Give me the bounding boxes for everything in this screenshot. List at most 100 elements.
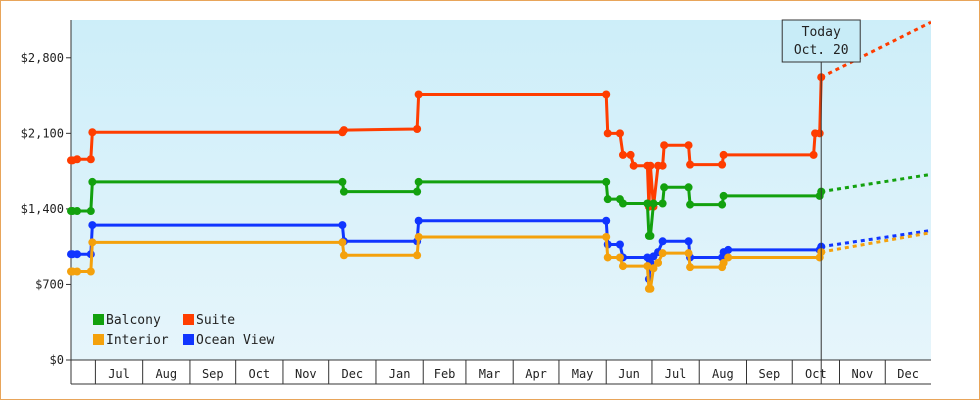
- series-point: [73, 250, 82, 259]
- series-point: [654, 258, 663, 267]
- series-forecast-line: [820, 231, 931, 254]
- x-tick-label: May: [572, 367, 594, 381]
- series-line: [71, 235, 823, 291]
- series-point: [809, 150, 818, 159]
- legend-swatch: [93, 314, 104, 325]
- series-point: [618, 199, 627, 208]
- series-point: [615, 129, 624, 138]
- series-point: [618, 262, 627, 271]
- legend-label: Suite: [196, 313, 235, 328]
- series-point: [626, 150, 635, 159]
- series-point: [684, 249, 693, 258]
- series-forecast-line: [820, 172, 931, 194]
- series-point: [719, 150, 728, 159]
- y-tick-label: $700: [35, 277, 64, 291]
- series-point: [414, 177, 423, 186]
- series-point: [658, 237, 667, 246]
- legend: Balcony Suite Interior Ocean View: [93, 313, 274, 348]
- y-tick-label: $1,400: [21, 202, 64, 216]
- series-point: [643, 199, 652, 208]
- series-point: [658, 249, 667, 258]
- series-point: [602, 216, 611, 225]
- series-point: [338, 221, 347, 230]
- series-point: [724, 245, 733, 254]
- series-point: [88, 238, 97, 247]
- y-tick-label: $2,100: [21, 126, 64, 140]
- series-point: [603, 129, 612, 138]
- series-point: [414, 232, 423, 241]
- x-tick-label: Jul: [108, 367, 130, 381]
- series-point: [88, 128, 97, 137]
- series-point: [414, 216, 423, 225]
- series-point: [86, 207, 95, 216]
- axes: $0 $700 $1,400 $2,100 $2,800 Jul Aug Sep Oct Nov D…: [21, 20, 931, 385]
- x-tick-label: Nov: [295, 367, 317, 381]
- series-point: [649, 199, 658, 208]
- legend-swatch: [183, 334, 194, 345]
- series-forecast-line: [820, 228, 931, 249]
- x-tick-label: Aug: [712, 367, 734, 381]
- series-point: [339, 126, 348, 135]
- series-point: [88, 221, 97, 230]
- legend-label: Ocean View: [196, 333, 274, 348]
- series-point: [603, 253, 612, 262]
- series-balcony: [67, 172, 931, 240]
- series-point: [618, 150, 627, 159]
- series-point: [646, 284, 655, 293]
- series-point: [658, 161, 667, 170]
- series-point: [602, 232, 611, 241]
- x-tick-label: Mar: [479, 367, 501, 381]
- today-box: [781, 19, 861, 63]
- series-point: [718, 160, 727, 169]
- series-point: [603, 195, 612, 204]
- x-tick-label: Nov: [852, 367, 874, 381]
- x-tick-label: Oct: [248, 367, 270, 381]
- series-point: [615, 253, 624, 262]
- series-point: [684, 237, 693, 246]
- x-tick-label: Sep: [759, 367, 781, 381]
- series-point: [660, 141, 669, 150]
- x-tick-label: Dec: [897, 367, 919, 381]
- series-suite: [67, 20, 931, 211]
- today-label: Today: [802, 25, 841, 40]
- series-point: [718, 200, 727, 209]
- x-tick-label: Oct: [805, 367, 827, 381]
- series-point: [338, 177, 347, 186]
- series-point: [73, 155, 82, 164]
- x-tick-label: Jul: [665, 367, 687, 381]
- series-point: [339, 187, 348, 196]
- series-point: [339, 251, 348, 260]
- series-point: [413, 125, 422, 134]
- y-tick-label: $2,800: [21, 51, 64, 65]
- series-point: [615, 240, 624, 249]
- series-point: [414, 90, 423, 99]
- series-point: [338, 238, 347, 247]
- plot-background: [71, 20, 931, 360]
- series-point: [73, 267, 82, 276]
- series-point: [660, 183, 669, 192]
- x-tick-label: Jan: [389, 367, 411, 381]
- legend-swatch: [93, 334, 104, 345]
- x-tick-label: Dec: [341, 367, 363, 381]
- series-point: [413, 187, 422, 196]
- today-marker: Today Oct. 20: [781, 19, 861, 384]
- x-tick-label: Apr: [525, 367, 547, 381]
- series-point: [686, 160, 695, 169]
- series-point: [719, 258, 728, 267]
- series-point: [73, 207, 82, 216]
- series-point: [815, 129, 824, 138]
- today-date-label: Oct. 20: [794, 43, 849, 58]
- series-point: [646, 161, 655, 170]
- legend-label: Interior: [106, 333, 169, 348]
- series-layer: [67, 20, 931, 293]
- y-tick-label: $0: [50, 353, 64, 367]
- series-point: [86, 267, 95, 276]
- series-point: [686, 200, 695, 209]
- series-point: [629, 161, 638, 170]
- series-point: [413, 251, 422, 260]
- series-point: [86, 155, 95, 164]
- series-point: [684, 183, 693, 192]
- x-tick-label: Sep: [202, 367, 224, 381]
- series-interior: [67, 231, 931, 293]
- series-line: [71, 219, 823, 281]
